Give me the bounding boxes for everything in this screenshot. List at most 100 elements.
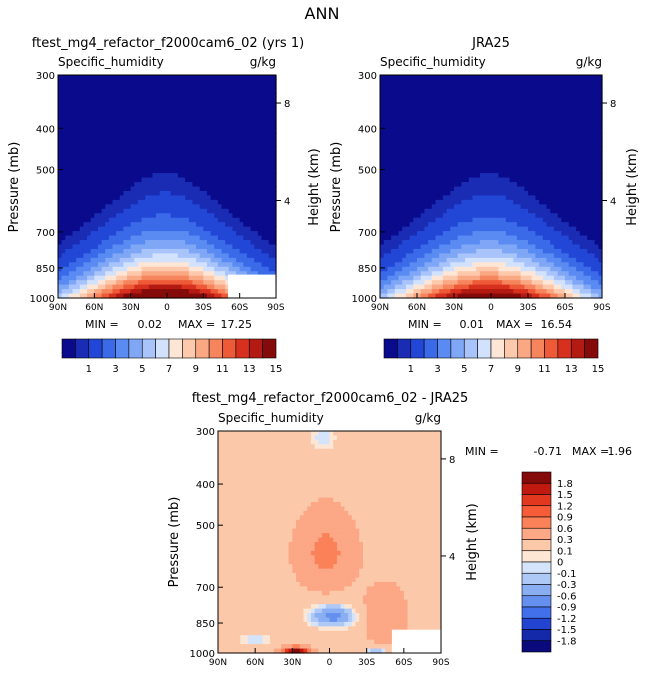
field-cell	[97, 146, 103, 152]
field-cell	[246, 150, 252, 156]
field-cell	[148, 284, 154, 290]
field-cell	[502, 115, 507, 121]
field-cell	[214, 289, 219, 295]
field-cell	[76, 190, 81, 197]
field-cell	[170, 88, 175, 94]
field-cell	[206, 195, 212, 201]
field-cell	[83, 155, 88, 161]
field-cell	[97, 244, 103, 250]
field-cell	[127, 182, 132, 188]
y2-tick-label: 4	[284, 197, 290, 208]
field-cell	[225, 275, 230, 281]
field-cell	[243, 217, 248, 223]
field-cell	[587, 190, 592, 197]
field-cell	[439, 199, 444, 205]
field-cell	[97, 150, 103, 156]
field-cell	[454, 79, 459, 85]
field-cell	[141, 244, 146, 250]
field-cell	[513, 195, 518, 201]
field-cell	[79, 115, 85, 121]
field-cell	[239, 146, 244, 152]
field-cell	[380, 97, 385, 103]
field-cell	[196, 293, 201, 299]
field-cell	[487, 128, 492, 134]
field-cell	[148, 150, 154, 156]
field-cell	[228, 266, 233, 272]
field-cell	[587, 115, 592, 121]
field-cell	[97, 141, 103, 147]
field-cell	[181, 110, 186, 116]
field-cell	[116, 146, 121, 152]
field-cell	[254, 222, 259, 228]
field-cell	[417, 132, 422, 139]
field-cell	[72, 92, 77, 98]
field-cell	[101, 275, 106, 281]
field-cell	[225, 132, 230, 139]
field-cell	[105, 155, 110, 161]
field-cell	[228, 79, 233, 85]
field-cell	[185, 106, 190, 112]
field-cell	[535, 159, 540, 165]
field-cell	[108, 132, 114, 139]
field-cell	[156, 173, 161, 179]
field-cell	[268, 257, 273, 263]
field-cell	[594, 88, 599, 94]
field-cell	[192, 257, 197, 263]
field-cell	[119, 293, 124, 299]
field-cell	[553, 137, 559, 143]
field-cell	[83, 173, 88, 179]
field-cell	[498, 137, 503, 143]
field-cell	[112, 271, 117, 277]
field-cell	[72, 293, 77, 299]
field-cell	[402, 168, 407, 174]
field-cell	[468, 159, 474, 165]
field-cell	[101, 208, 106, 214]
field-cell	[457, 208, 462, 214]
field-cell	[398, 213, 403, 219]
field-cell	[181, 217, 186, 223]
field-cell	[568, 208, 573, 214]
field-cell	[141, 146, 146, 152]
field-cell	[68, 101, 74, 107]
field-cell	[387, 83, 392, 89]
field-cell	[199, 186, 204, 192]
field-cell	[272, 115, 277, 121]
field-cell	[435, 128, 440, 134]
field-cell	[398, 83, 403, 89]
field-cell	[442, 182, 448, 188]
field-cell	[243, 132, 248, 139]
field-cell	[185, 190, 190, 197]
field-cell	[528, 168, 533, 174]
field-cell	[257, 75, 263, 81]
field-cell	[130, 248, 135, 254]
field-cell	[587, 182, 592, 188]
field-cell	[163, 208, 168, 214]
field-cell	[94, 146, 99, 152]
field-cell	[185, 150, 190, 156]
colorbar-label: 1	[86, 364, 92, 375]
field-cell	[214, 231, 219, 237]
field-cell	[94, 208, 99, 214]
field-cell	[232, 231, 237, 237]
field-cell	[119, 262, 124, 268]
field-cell	[87, 141, 92, 147]
field-cell	[428, 150, 433, 156]
field-cell	[468, 119, 474, 125]
field-cell	[61, 231, 66, 237]
field-cell	[112, 119, 117, 125]
field-cell	[524, 150, 529, 156]
field-cell	[159, 124, 164, 130]
field-cell	[152, 79, 157, 85]
field-cell	[250, 128, 255, 134]
field-cell	[439, 141, 444, 147]
field-cell	[531, 177, 536, 183]
field-cell	[417, 177, 422, 183]
field-cell	[491, 97, 496, 103]
field-cell	[225, 280, 230, 286]
field-cell	[236, 88, 241, 94]
field-cell	[524, 204, 529, 210]
field-cell	[513, 79, 518, 85]
field-cell	[476, 101, 481, 107]
field-cell	[531, 101, 536, 107]
field-cell	[579, 128, 585, 134]
